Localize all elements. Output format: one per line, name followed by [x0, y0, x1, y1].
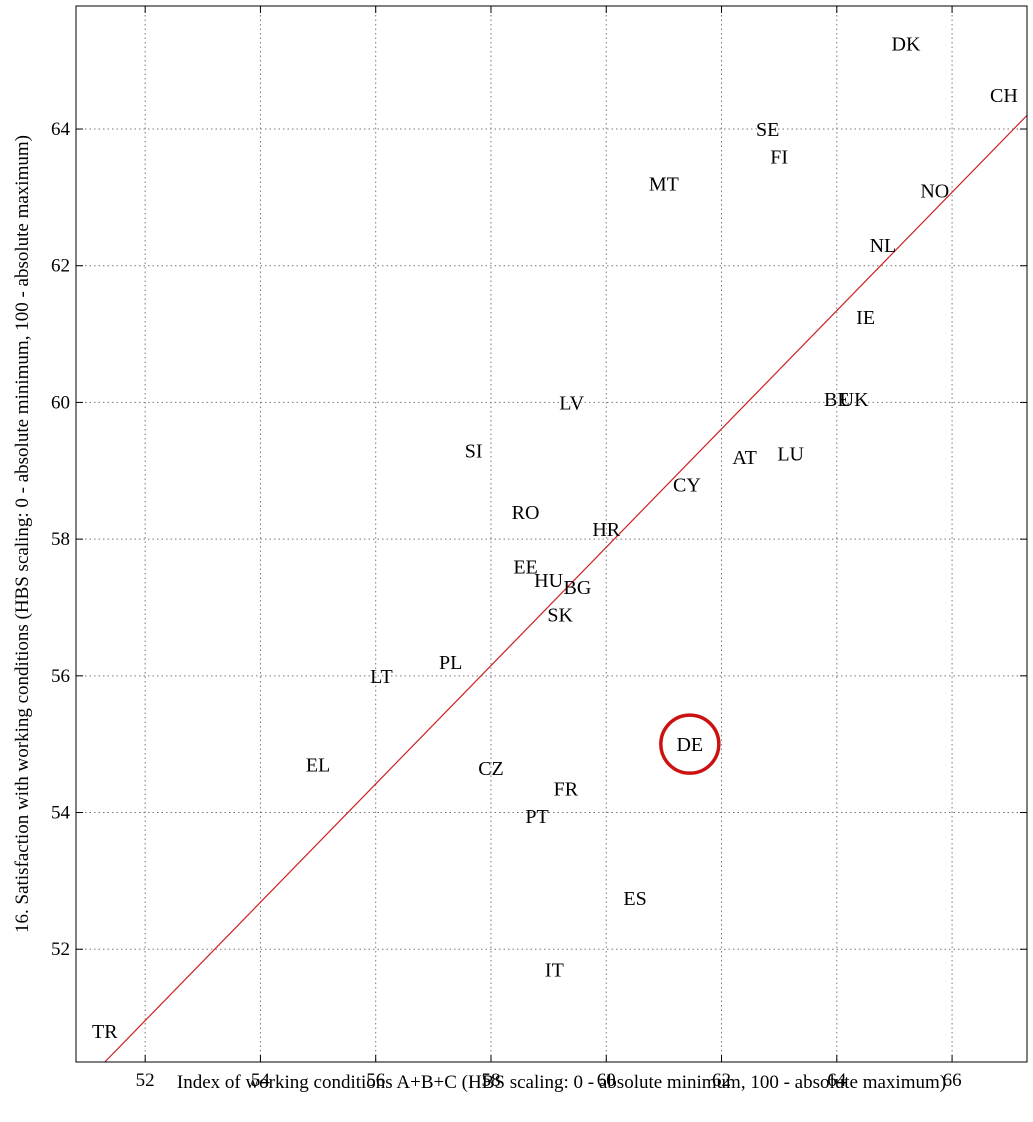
country-label-dk: DK: [892, 34, 921, 56]
regression-line: [104, 114, 1028, 1063]
country-label-be: BE: [824, 389, 850, 411]
y-tick-label: 62: [51, 256, 70, 277]
x-tick-label: 62: [712, 1070, 731, 1091]
country-label-se: SE: [756, 119, 779, 141]
x-tick-label: 56: [366, 1070, 385, 1091]
x-tick-label: 60: [597, 1070, 616, 1091]
country-label-bg: BG: [564, 577, 592, 599]
grid-lines: [76, 6, 1027, 1062]
fit-line-layer: [104, 114, 1028, 1063]
country-label-sk: SK: [547, 604, 573, 626]
country-label-at: AT: [732, 447, 756, 469]
country-label-ee: EE: [513, 556, 537, 578]
x-tick-label: 52: [136, 1070, 155, 1091]
x-axis-title: Index of working conditions A+B+C (HBS s…: [177, 1072, 946, 1093]
x-tick-label: 58: [481, 1070, 500, 1091]
y-tick-label: 64: [51, 119, 71, 140]
x-tick-label: 54: [251, 1070, 271, 1091]
country-label-de: DE: [676, 734, 703, 756]
y-tick-label: 56: [51, 666, 70, 687]
country-label-no: NO: [920, 181, 949, 203]
country-label-hu: HU: [534, 570, 563, 592]
y-tick-label: 58: [51, 529, 70, 550]
country-label-hr: HR: [592, 519, 620, 541]
country-label-lv: LV: [559, 392, 584, 414]
country-label-lt: LT: [370, 666, 393, 688]
country-label-pt: PT: [525, 806, 548, 828]
country-label-el: EL: [306, 755, 330, 777]
plot-frame: [75, 5, 1028, 1063]
country-label-pl: PL: [439, 652, 462, 674]
country-label-si: SI: [465, 440, 483, 462]
country-label-cy: CY: [673, 474, 701, 496]
y-tick-label: 54: [51, 803, 71, 824]
country-label-lu: LU: [777, 444, 804, 466]
country-label-mt: MT: [649, 174, 679, 196]
country-label-fr: FR: [554, 779, 579, 801]
x-tick-label: 66: [943, 1070, 962, 1091]
country-label-nl: NL: [870, 235, 897, 257]
country-label-es: ES: [623, 888, 646, 910]
y-tick-label: 60: [51, 392, 70, 413]
country-label-it: IT: [545, 960, 564, 982]
highlight-circle: [659, 713, 721, 775]
country-label-ie: IE: [856, 307, 875, 329]
country-label-cz: CZ: [478, 758, 504, 780]
country-label-fi: FI: [770, 146, 788, 168]
y-axis-title: 16. Satisfaction with working conditions…: [12, 135, 33, 933]
country-label-ch: CH: [990, 85, 1018, 107]
country-label-uk: UK: [840, 389, 869, 411]
axis-ticks: 52 54 56 58 60 62 64 66 52 54 56 58 60 62 64: [51, 6, 1027, 1091]
country-label-tr: TR: [92, 1021, 118, 1043]
y-tick-label: 52: [51, 939, 70, 960]
x-tick-label: 64: [827, 1070, 847, 1091]
country-label-ro: RO: [512, 502, 540, 524]
